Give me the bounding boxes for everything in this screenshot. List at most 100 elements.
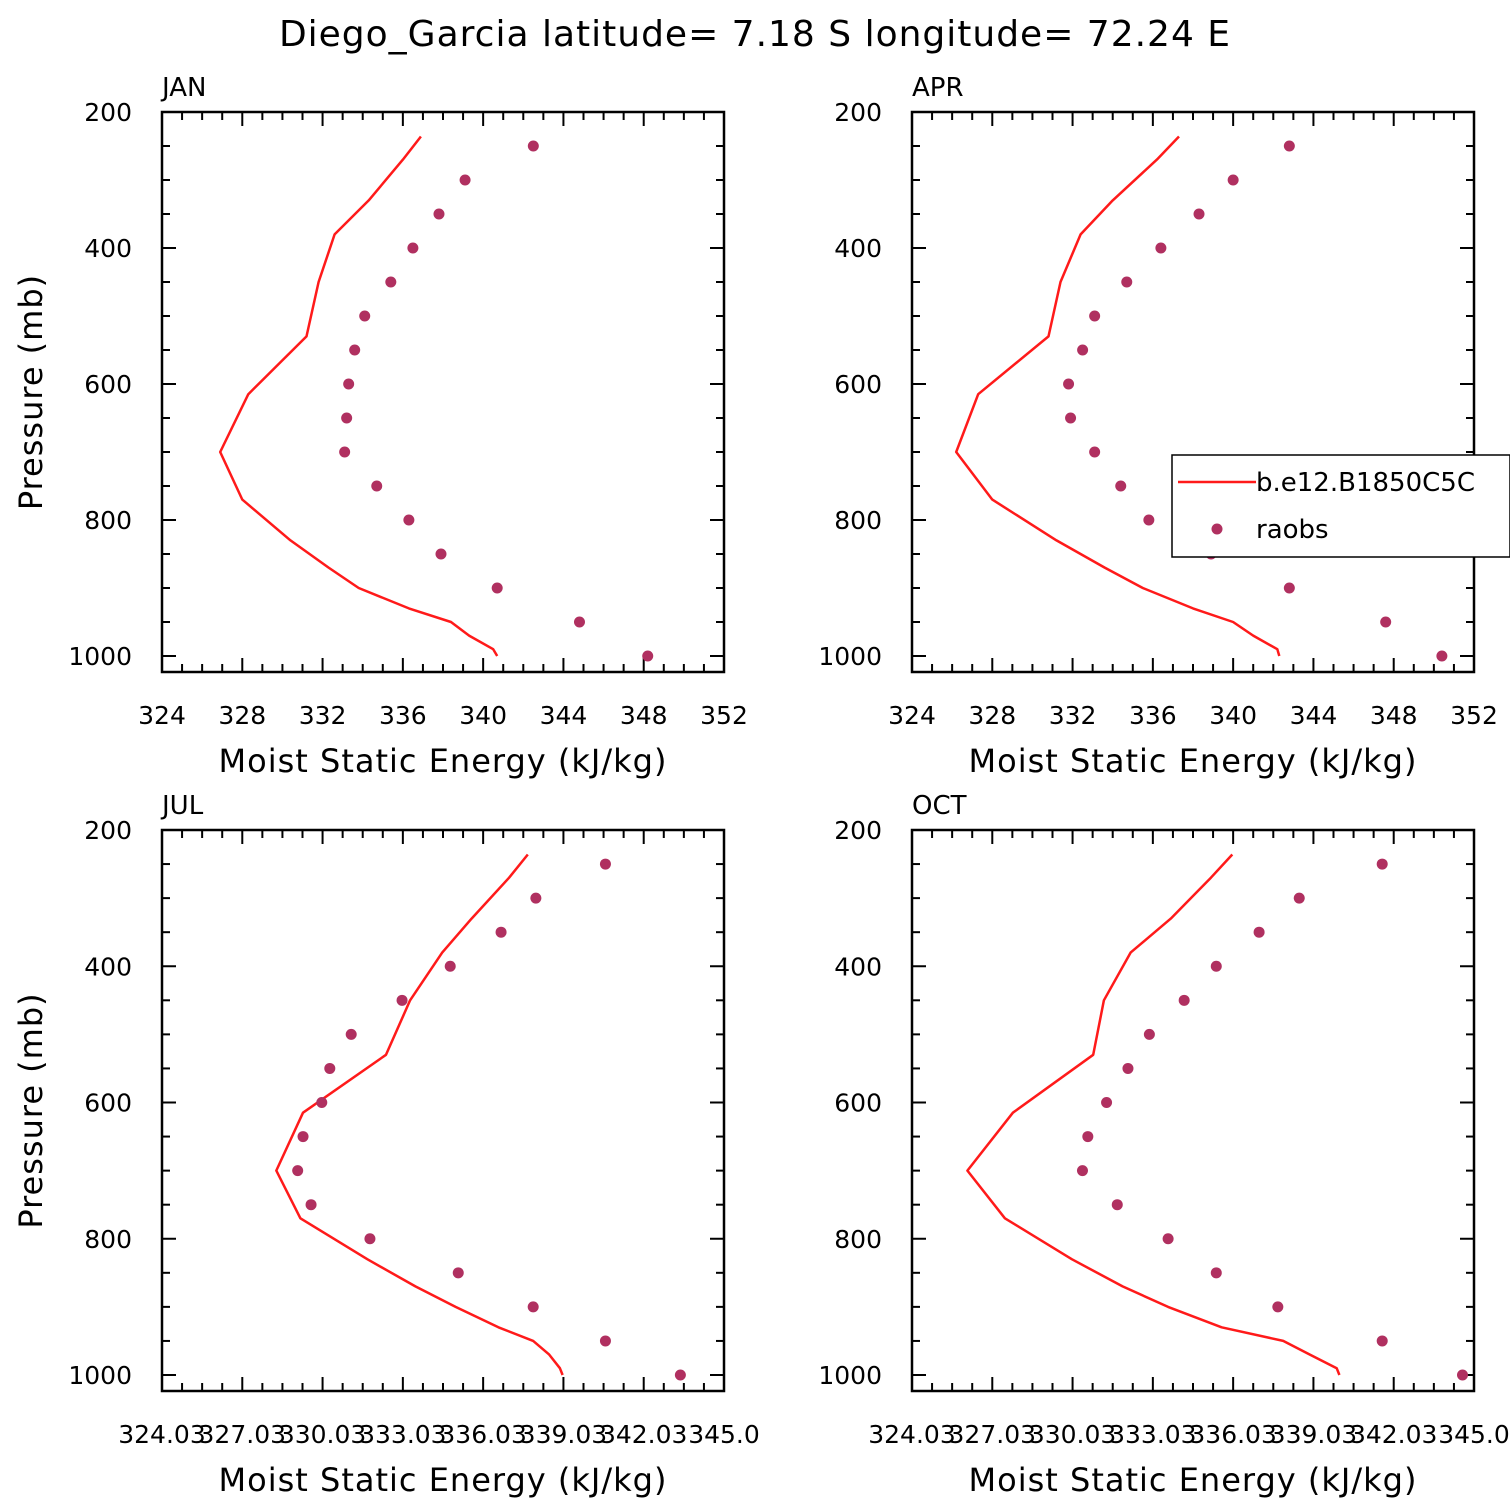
legend-box (1171, 454, 1510, 558)
plot-frame (160, 828, 726, 1393)
raobs-point (452, 1267, 464, 1279)
raobs-point (1082, 1131, 1094, 1143)
raobs-point (1101, 1097, 1113, 1108)
y-tick-label: 600 (834, 370, 882, 399)
raobs-point (1077, 344, 1089, 356)
y-tick-label: 800 (834, 506, 882, 535)
plot-frame (160, 110, 726, 674)
x-tick-label: 348 (620, 701, 668, 730)
x-tick-label: 324 (888, 701, 936, 730)
model-line (275, 853, 564, 1376)
raobs-point (343, 378, 355, 390)
raobs-point (1380, 616, 1392, 628)
raobs-point (1253, 926, 1265, 938)
raobs-point (1227, 174, 1239, 186)
raobs-point (435, 548, 447, 560)
y-tick-label: 400 (834, 952, 882, 981)
y-tick-label: 400 (84, 952, 132, 981)
plot-frame (910, 110, 1476, 674)
raobs-point (527, 1301, 539, 1313)
raobs-point (345, 1028, 357, 1040)
raobs-point (573, 616, 585, 628)
x-tick-label: 336 (1129, 701, 1177, 730)
raobs-point (1283, 582, 1295, 594)
x-tick-label: 352 (1450, 701, 1498, 730)
panel-label: JUL (160, 791, 204, 821)
x-tick-label: 324 (138, 701, 186, 730)
raobs-point (371, 480, 383, 492)
y-axis-label: Pressure (mb) (12, 992, 50, 1228)
raobs-point (1436, 650, 1448, 662)
y-tick-label: 600 (834, 1089, 882, 1118)
raobs-point (599, 858, 611, 870)
x-tick-label: 324.03 (118, 1420, 205, 1449)
raobs-point (1122, 1062, 1134, 1074)
panels: 200 400 600 800 1000 324 328 332 336 340 344 348 352… (12, 73, 1510, 1499)
raobs-point (1376, 858, 1388, 870)
raobs-point (339, 446, 351, 458)
x-tick-label: 345.0 (1438, 1420, 1510, 1449)
y-tick-label: 1000 (68, 1361, 132, 1390)
raobs-point (674, 1369, 686, 1381)
x-tick-label: 333.03 (359, 1420, 446, 1449)
raobs-point (1193, 208, 1205, 220)
x-tick-label: 339.03 (1270, 1420, 1357, 1449)
raobs-point (305, 1199, 317, 1211)
panel-label: JAN (160, 73, 206, 103)
raobs-point (1143, 1028, 1155, 1040)
plot-frame (910, 828, 1476, 1393)
x-axis-label: Moist Static Energy (kJ/kg) (219, 1461, 668, 1499)
raobs-point (1143, 514, 1155, 526)
raobs-point (385, 276, 397, 288)
x-tick-label: 330.03 (279, 1420, 366, 1449)
x-tick-label: 332 (299, 701, 347, 730)
raobs-point (444, 960, 456, 972)
x-tick-label: 324.03 (868, 1420, 955, 1449)
raobs-point (1065, 412, 1077, 424)
raobs-point (407, 242, 419, 254)
raobs-point (1210, 960, 1222, 972)
raobs-point (1155, 242, 1167, 254)
raobs-point (459, 174, 471, 186)
x-tick-label: 342.03 (600, 1420, 687, 1449)
x-tick-label: 336 (379, 701, 427, 730)
y-tick-label: 800 (84, 1225, 132, 1254)
raobs-point (1456, 1369, 1468, 1381)
legend-marker-swatch (1211, 523, 1223, 535)
y-tick-label: 600 (84, 370, 132, 399)
x-tick-label: 336.03 (439, 1420, 526, 1449)
raobs-point (1376, 1335, 1388, 1347)
x-tick-label: 339.03 (520, 1420, 607, 1449)
panel-oct: 200 400 600 800 1000 324.03327.03330.03333.03… (818, 791, 1509, 1499)
panel-label: OCT (912, 791, 967, 821)
raobs-point (1178, 994, 1190, 1006)
model-line (218, 135, 499, 657)
x-tick-label: 352 (700, 701, 748, 730)
x-tick-label: 327.03 (199, 1420, 286, 1449)
y-tick-label: 400 (84, 234, 132, 263)
y-tick-label: 1000 (68, 642, 132, 671)
x-tick-label: 344 (540, 701, 588, 730)
panel-jan: 200 400 600 800 1000 324 328 332 336 340 344 348 352… (12, 73, 748, 780)
raobs-point (1293, 892, 1305, 904)
raobs-point (359, 310, 371, 322)
x-tick-label: 340 (1209, 701, 1257, 730)
y-tick-label: 200 (834, 98, 882, 127)
x-tick-label: 336.03 (1189, 1420, 1276, 1449)
x-tick-label: 327.03 (949, 1420, 1036, 1449)
y-tick-label: 1000 (818, 642, 882, 671)
x-tick-label: 328 (968, 701, 1016, 730)
raobs-point (1162, 1233, 1174, 1245)
raobs-point (349, 344, 361, 356)
model-line (954, 135, 1281, 657)
x-axis-label: Moist Static Energy (kJ/kg) (219, 742, 668, 780)
x-tick-label: 342.03 (1350, 1420, 1437, 1449)
legend-label-raobs: raobs (1256, 515, 1329, 545)
raobs-point (1272, 1301, 1284, 1313)
raobs-point (1283, 140, 1295, 152)
x-axis-label: Moist Static Energy (kJ/kg) (969, 742, 1418, 780)
raobs-point (1210, 1267, 1222, 1279)
raobs-point (403, 514, 415, 526)
x-tick-label: 330.03 (1029, 1420, 1116, 1449)
raobs-point (1089, 310, 1101, 322)
